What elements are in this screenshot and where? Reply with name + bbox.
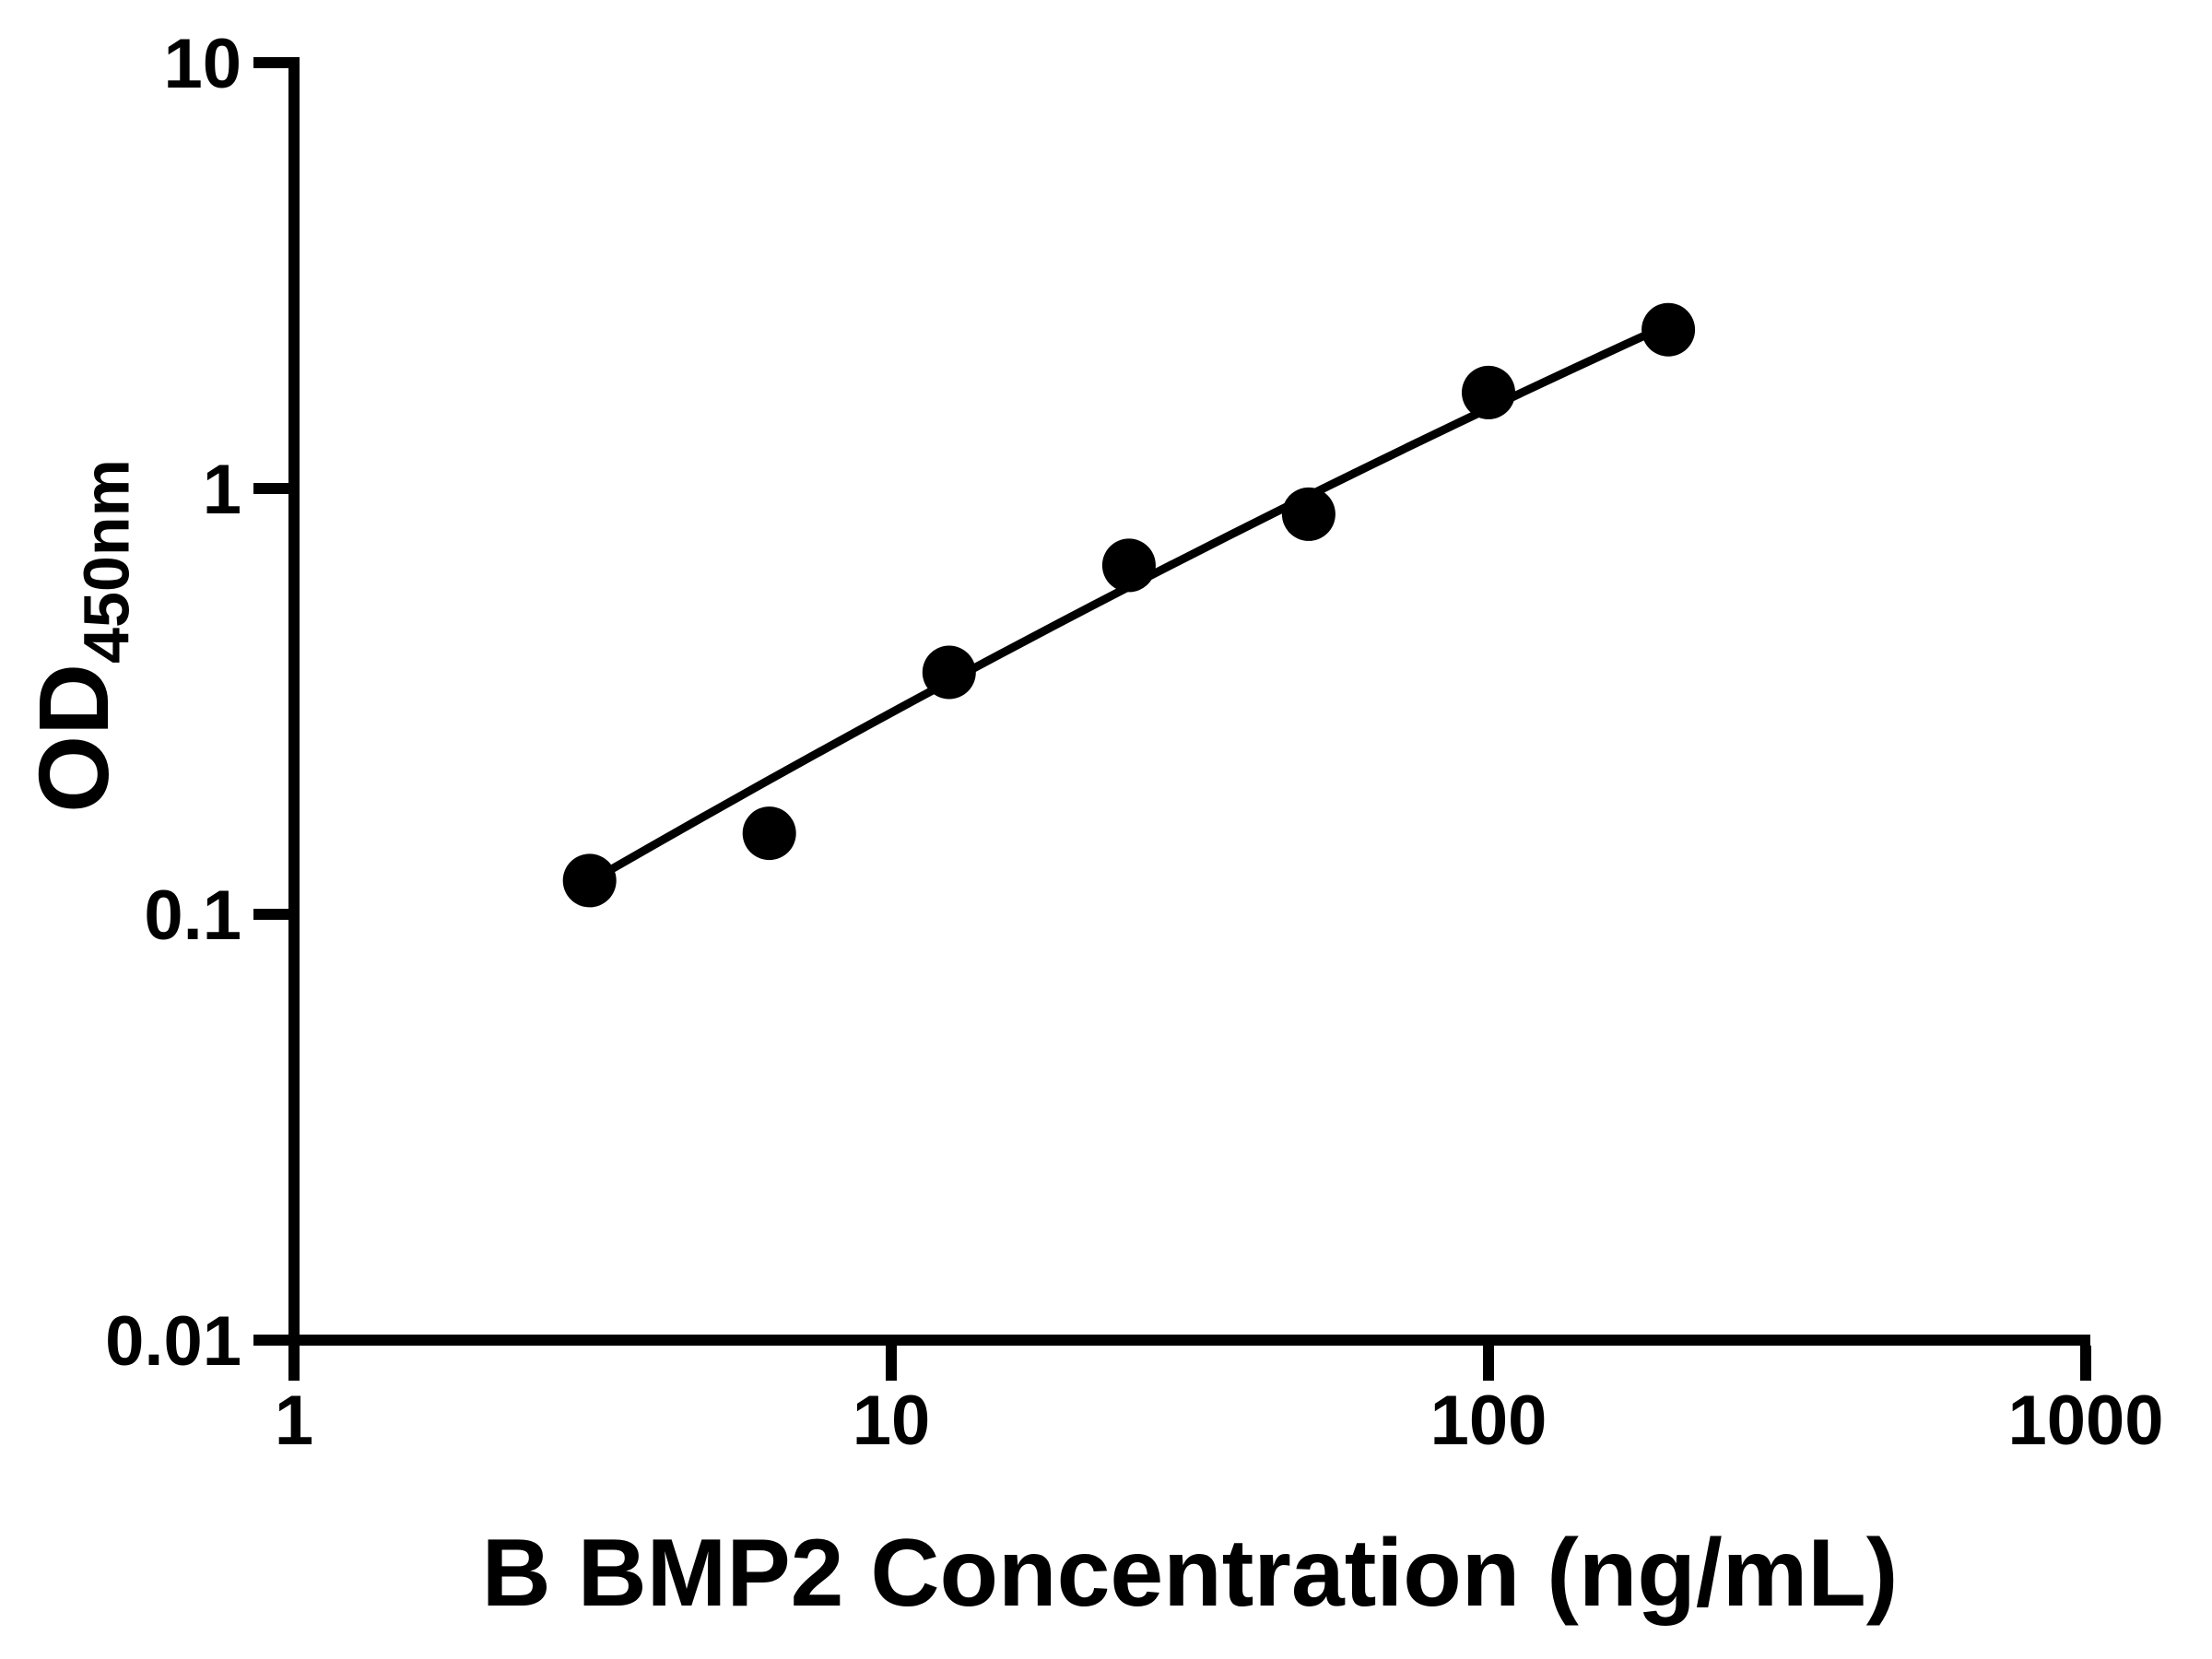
y-tick-label: 0.1 xyxy=(144,877,241,955)
x-tick-label: 1 xyxy=(275,1382,313,1460)
data-point xyxy=(922,645,976,700)
data-point xyxy=(1101,538,1156,593)
data-point xyxy=(562,853,617,908)
data-point xyxy=(1641,302,1696,357)
y-tick-label: 1 xyxy=(203,451,241,529)
y-axis-title-sub: 450nm xyxy=(70,459,143,664)
y-tick-label: 0.01 xyxy=(105,1302,241,1381)
y-tick-label: 10 xyxy=(163,25,241,103)
data-point xyxy=(1281,487,1335,541)
x-tick-label: 100 xyxy=(1430,1382,1547,1460)
x-axis-title: B BMP2 Concentration (ng/mL) xyxy=(481,1520,1899,1627)
data-point xyxy=(1462,365,1515,419)
data-point xyxy=(742,806,796,861)
y-axis-title-main: OD xyxy=(18,663,129,813)
x-tick-label: 10 xyxy=(853,1382,931,1460)
y-axis-title: OD450nm xyxy=(18,459,143,813)
x-tick-label: 1000 xyxy=(2007,1382,2163,1460)
